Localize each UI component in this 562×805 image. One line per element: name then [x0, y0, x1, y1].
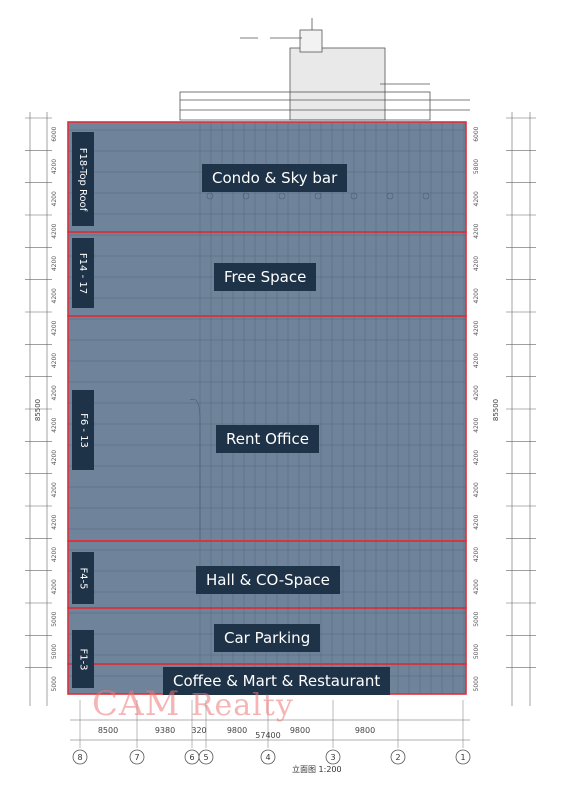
rooftop-structure: [179, 18, 470, 121]
watermark-logo: CAM Realty: [92, 684, 294, 724]
axis-marker-label: 6: [189, 753, 194, 762]
bay-width-value: 9800: [290, 726, 310, 735]
dim-right-value: 4200: [473, 353, 480, 368]
axis-marker-label: 7: [134, 753, 139, 762]
dim-right-value: 4200: [473, 191, 480, 206]
zone-label-f4: Hall & CO-Space: [196, 566, 340, 594]
axis-marker-circle: [390, 749, 406, 765]
dim-left-value: 5000: [51, 611, 58, 626]
dim-left-value: 4200: [51, 385, 58, 400]
axis-marker-label: 2: [395, 753, 400, 762]
dim-right-value: 4200: [473, 514, 480, 529]
bay-width-value: 9800: [355, 726, 375, 735]
axis-marker-label: 4: [265, 753, 270, 762]
dim-right-value: 4200: [473, 547, 480, 562]
dim-left-value: 4200: [51, 482, 58, 497]
zone-label-parking: Car Parking: [214, 624, 321, 652]
dim-right-value: 4200: [473, 417, 480, 432]
dim-left-value: 4200: [51, 256, 58, 271]
axis-marker-circle: [455, 749, 471, 765]
axis-marker-circle: [72, 749, 88, 765]
total-width-value: 57400: [255, 731, 280, 740]
bay-width-value: 9800: [227, 726, 247, 735]
zone-label-f6: Rent Office: [216, 425, 319, 453]
dim-right-value: 5000: [473, 611, 480, 626]
dim-right-value: 4200: [473, 320, 480, 335]
axis-marker-circle: [198, 749, 214, 765]
dim-left-value: 5000: [51, 644, 58, 659]
floor-range-f4: F4-5: [72, 552, 94, 604]
dim-left-value: 4200: [51, 320, 58, 335]
axis-marker-circle: [260, 749, 276, 765]
dim-overall-right: 85500: [492, 399, 500, 421]
bay-width-value: 9380: [155, 726, 175, 735]
drawing-caption: 立面图 1:200: [292, 764, 342, 774]
dim-left-value: 4200: [51, 579, 58, 594]
dim-right-value: 4200: [473, 450, 480, 465]
zone-label-f14: Free Space: [214, 263, 317, 291]
dim-right-value: 4200: [473, 288, 480, 303]
dim-right-value: 6000: [473, 126, 480, 141]
dim-right-value: 4200: [473, 223, 480, 238]
axis-marker-label: 3: [330, 753, 335, 762]
dim-left-value: 4200: [51, 223, 58, 238]
dim-right-value: 4200: [473, 579, 480, 594]
axis-marker-circle: [129, 749, 145, 765]
dim-left-value: 4200: [51, 353, 58, 368]
dim-right-value: 5000: [473, 644, 480, 659]
floor-range-roof: F18-Top Roof: [72, 132, 94, 226]
dim-right-value: 4200: [473, 256, 480, 271]
axis-markers: 8500 9380 320 9800 9800 9800 57400 8 7 6 5 4 3 2 1: [70, 700, 471, 765]
bay-width-value: 8500: [98, 726, 118, 735]
dim-left-value: 4200: [51, 514, 58, 529]
dim-left-value: 4200: [51, 159, 58, 174]
floor-range-f6: F6 - 13: [72, 390, 94, 470]
dim-left-value: 4200: [51, 288, 58, 303]
dim-left-value: 4200: [51, 191, 58, 206]
dim-overall-left: 85500: [34, 399, 42, 421]
zone-label-ground: Coffee & Mart & Restaurant: [163, 667, 391, 695]
dim-right-value: 4200: [473, 385, 480, 400]
dim-left-value: 4200: [51, 417, 58, 432]
zone-overlays: [67, 121, 467, 695]
dim-right-value: 5800: [473, 159, 480, 174]
dim-left-value: 6000: [51, 126, 58, 141]
axis-marker-label: 8: [77, 753, 82, 762]
dim-right-value: 5000: [473, 676, 480, 691]
floor-range-parking: F1-3: [72, 630, 94, 688]
dim-right-value: 4200: [473, 482, 480, 497]
dim-left-value: 4200: [51, 547, 58, 562]
axis-marker-label: 5: [203, 753, 208, 762]
floor-range-f14: F14 - 17: [72, 238, 94, 308]
bay-width-value: 320: [191, 726, 206, 735]
axis-marker-circle: [325, 749, 341, 765]
zone-label-roof: Condo & Sky bar: [202, 164, 348, 192]
dim-left-value: 5000: [51, 676, 58, 691]
dim-left-value: 4200: [51, 450, 58, 465]
axis-marker-label: 1: [460, 753, 465, 762]
dimension-lines: 6000 4200 4200 4200 4200 4200 4200 4200 4200 4200…: [25, 112, 536, 706]
